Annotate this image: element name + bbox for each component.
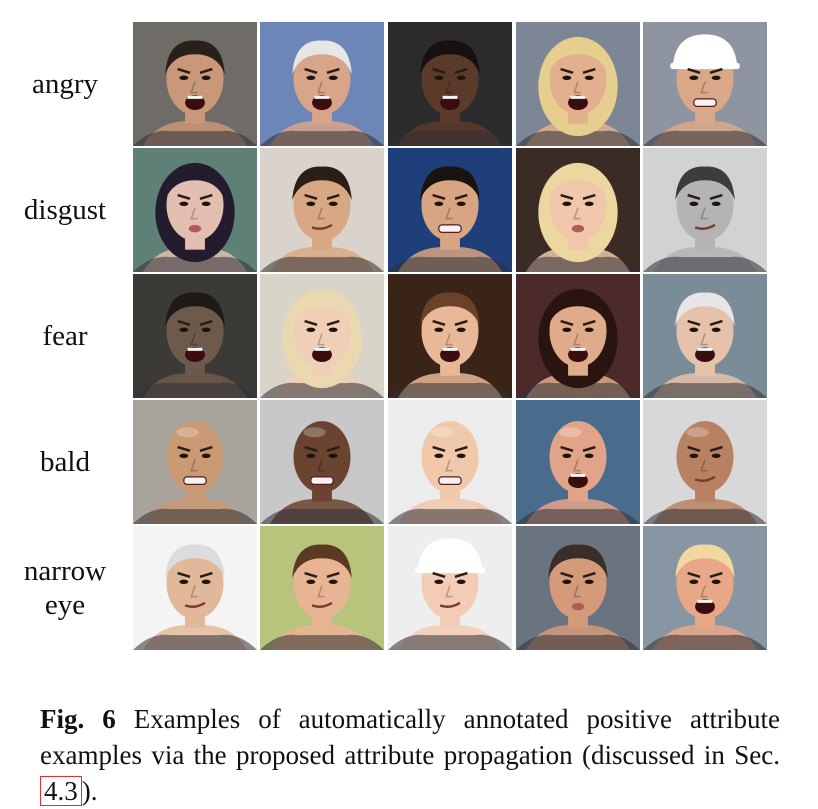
face-thumbnail	[516, 526, 640, 650]
caption-text-end: ).	[81, 776, 98, 806]
row-label: disgust	[0, 193, 130, 227]
face-thumbnail	[133, 400, 257, 524]
face-thumbnail	[133, 526, 257, 650]
face-thumbnail	[643, 148, 767, 272]
row-label: fear	[0, 319, 130, 353]
face-thumbnail	[388, 526, 512, 650]
face-thumbnail	[260, 526, 384, 650]
row-label: angry	[0, 67, 130, 101]
section-reference-link[interactable]: 4.3	[40, 776, 82, 806]
face-thumbnail	[260, 400, 384, 524]
face-thumbnail	[133, 148, 257, 272]
row-label-line: narrow	[23, 555, 107, 587]
figure-grid: angry disgust fear bald narrow eye	[0, 22, 767, 650]
row-label-line: disgust	[23, 194, 107, 226]
row-label-line: eye	[44, 589, 86, 621]
row-label: narrow eye	[0, 554, 130, 622]
face-thumbnail	[516, 400, 640, 524]
face-thumbnail	[260, 148, 384, 272]
row-label-line: angry	[31, 68, 99, 100]
face-thumbnail	[516, 22, 640, 146]
face-thumbnail	[260, 274, 384, 398]
face-thumbnail	[388, 274, 512, 398]
figure-caption: Fig. 6 Examples of automatically annotat…	[40, 701, 780, 809]
face-thumbnail	[643, 274, 767, 398]
figure-label: Fig. 6	[40, 704, 116, 734]
face-thumbnail	[133, 22, 257, 146]
row-label-line: fear	[42, 320, 88, 352]
face-thumbnail	[388, 400, 512, 524]
face-thumbnail	[260, 22, 384, 146]
face-thumbnail	[516, 148, 640, 272]
face-thumbnail	[388, 22, 512, 146]
face-thumbnail	[643, 526, 767, 650]
face-thumbnail	[388, 148, 512, 272]
face-thumbnail	[516, 274, 640, 398]
face-thumbnail	[643, 22, 767, 146]
face-thumbnail	[133, 274, 257, 398]
row-label-line: bald	[40, 446, 90, 478]
face-thumbnail	[643, 400, 767, 524]
row-label: bald	[0, 445, 130, 479]
caption-text: Examples of automatically annotated posi…	[40, 704, 780, 770]
